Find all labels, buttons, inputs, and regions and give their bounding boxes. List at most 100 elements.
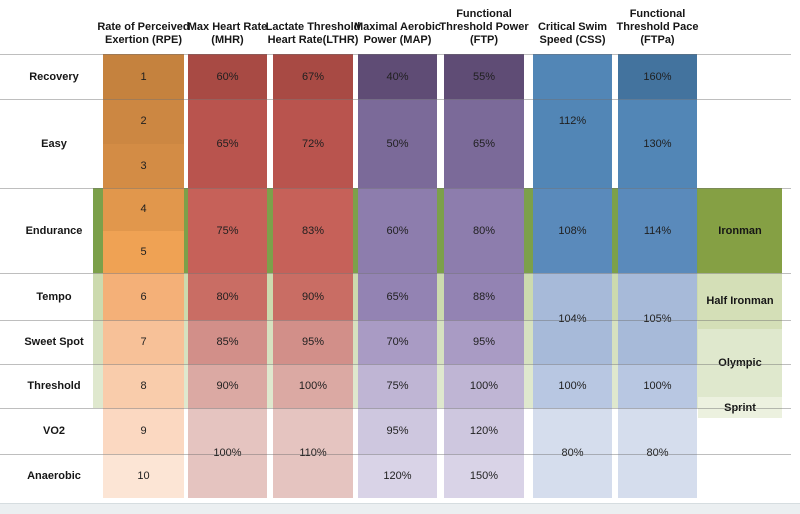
zone-gridline <box>0 188 791 189</box>
cell-value: 104% <box>558 312 587 325</box>
header-map: Maximal Aerobic Power (MAP) <box>328 0 468 50</box>
zone-gridline <box>0 454 791 455</box>
header-line: Functional <box>629 8 686 20</box>
cell-value: 90% <box>216 380 239 392</box>
header-line: Critical Swim <box>537 21 608 33</box>
zone-gridline <box>0 273 791 274</box>
header-lthr: Lactate Threshold Heart Rate(LTHR) <box>243 0 383 50</box>
zone-label-threshold: Threshold <box>27 380 81 392</box>
cell-ftp-80pct: 80% <box>444 188 524 273</box>
header-ftpa: Functional Threshold Pace (FTPa) <box>588 0 728 50</box>
cell-value: 150% <box>469 470 499 482</box>
header-line: Power (MAP) <box>363 34 432 46</box>
cell-mhr-80pct: 80% <box>188 273 267 320</box>
cell-value: 65% <box>216 137 239 150</box>
cell-value: 2 <box>140 115 147 128</box>
cell-value: 55% <box>472 70 496 83</box>
cell-rpe-1: 1 <box>103 54 184 99</box>
cell-mhr-90pct: 90% <box>188 364 267 408</box>
cell-value: 80% <box>646 447 669 459</box>
race-band-label: Olympic <box>718 357 762 369</box>
cell-css-108pct: 108% <box>533 188 612 273</box>
header-line: Maximal Aerobic <box>353 21 441 33</box>
cell-map-120pct: 120% <box>358 454 437 498</box>
cell-value: 70% <box>386 336 409 348</box>
zone-label-sweet-spot: Sweet Spot <box>24 336 84 348</box>
cell-ftpa-105pct: 105% <box>618 273 697 364</box>
cell-value: 7 <box>140 336 147 348</box>
cell-lthr-83pct: 83% <box>273 188 353 273</box>
cell-value: 80% <box>216 290 239 303</box>
race-band-half-ironman: Half Ironman <box>698 273 782 329</box>
cell-value: 95% <box>386 425 409 437</box>
cell-value: 10 <box>137 470 150 482</box>
cell-lthr-95pct: 95% <box>273 320 353 364</box>
cell-map-60pct: 60% <box>358 188 437 273</box>
cell-value: 80% <box>472 224 496 237</box>
cell-map-95pct: 95% <box>358 408 437 454</box>
cell-value: 100% <box>558 380 587 392</box>
cell-map-75pct: 75% <box>358 364 437 408</box>
cell-map-40pct: 40% <box>358 54 437 99</box>
race-band-label: Half Ironman <box>706 295 774 307</box>
zone-label-recovery: Recovery <box>29 70 79 83</box>
cell-ftp-100pct: 100% <box>444 364 524 408</box>
cell-value: 40% <box>386 70 409 83</box>
cell-value: 105% <box>643 312 672 325</box>
cell-value: 9 <box>140 425 147 437</box>
race-band-olympic: Olympic <box>698 329 782 397</box>
cell-value: 60% <box>216 70 239 83</box>
cell-css-100pct: 100% <box>533 364 612 408</box>
cell-ftp-65pct: 65% <box>444 99 524 188</box>
cell-rpe-5: 5 <box>103 230 184 273</box>
race-band-label: Ironman <box>718 224 762 237</box>
cell-ftpa-130pct: 130% <box>618 99 697 188</box>
cell-value: 50% <box>386 137 409 150</box>
bottom-bar <box>0 503 800 514</box>
cell-map-65pct: 65% <box>358 273 437 320</box>
cell-mhr-85pct: 85% <box>188 320 267 364</box>
header-line: Heart Rate(LTHR) <box>267 34 359 46</box>
cell-value: 72% <box>301 137 325 150</box>
cell-css-112pct: 112% <box>533 54 612 188</box>
header-line: Threshold Pace <box>616 21 699 33</box>
zone-label-vo2: VO2 <box>42 425 65 437</box>
zone-gridline <box>0 408 791 409</box>
cell-ftp-88pct: 88% <box>444 273 524 320</box>
cell-map-70pct: 70% <box>358 320 437 364</box>
cell-rpe-2: 2 <box>103 99 184 144</box>
cell-ftp-55pct: 55% <box>444 54 524 99</box>
cell-ftpa-114pct: 114% <box>618 188 697 273</box>
zone-gridline <box>0 320 791 321</box>
header-line: Rate of Perceived <box>97 21 190 33</box>
cell-ftpa-160pct: 160% <box>618 54 697 99</box>
cell-lthr-67pct: 67% <box>273 54 353 99</box>
cell-lthr-90pct: 90% <box>273 273 353 320</box>
cell-lthr-100pct: 100% <box>273 364 353 408</box>
header-line: Threshold Power <box>439 21 529 33</box>
cell-value: 83% <box>301 224 325 237</box>
race-band-sprint: Sprint <box>698 397 782 418</box>
zone-gridline <box>0 364 791 365</box>
cell-ftp-95pct: 95% <box>444 320 524 364</box>
cell-mhr-65pct: 65% <box>188 99 267 188</box>
cell-css-80pct: 80% <box>533 408 612 498</box>
header-line: Lactate Threshold <box>265 21 361 33</box>
cell-rpe-8: 8 <box>103 364 184 408</box>
header-css: Critical Swim Speed (CSS) <box>503 0 643 50</box>
cell-value: 108% <box>558 224 587 237</box>
header-line: Functional <box>456 8 512 20</box>
cell-value: 130% <box>643 137 672 150</box>
cell-rpe-10: 10 <box>103 454 184 498</box>
zone-label-easy: Easy <box>41 137 67 150</box>
cell-value: 100% <box>298 380 328 392</box>
cell-lthr-72pct: 72% <box>273 99 353 188</box>
zone-label-endurance: Endurance <box>25 224 83 237</box>
cell-rpe-3: 3 <box>103 143 184 188</box>
cell-value: 4 <box>140 203 147 216</box>
cell-value: 95% <box>472 336 496 348</box>
cell-lthr-110pct: 110% <box>273 408 353 498</box>
cell-value: 6 <box>140 290 147 303</box>
header-line: Exertion (RPE) <box>104 34 182 46</box>
